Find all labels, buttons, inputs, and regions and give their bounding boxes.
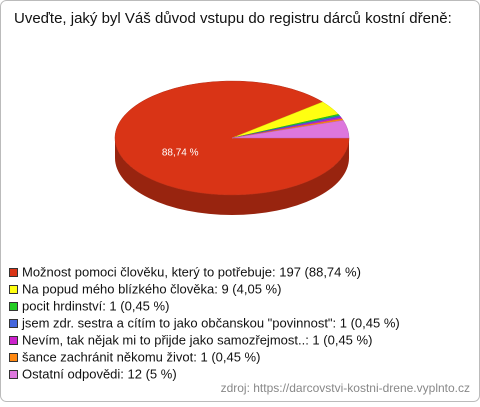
legend-swatch (9, 268, 18, 277)
legend-label: pocit hrdinství: 1 (0,45 %) (22, 298, 169, 313)
legend-swatch (9, 353, 18, 362)
slice-side (115, 138, 349, 215)
legend-label: šance zachránit někomu život: 1 (0,45 %) (22, 349, 260, 364)
legend-label: Na popud mého blízkého člověka: 9 (4,05 … (22, 281, 281, 296)
legend-swatch (9, 302, 18, 311)
legend-swatch (9, 319, 18, 328)
legend-swatch (9, 370, 18, 379)
legend-swatch (9, 285, 18, 294)
slice-label: 88,74 % (162, 148, 199, 159)
source: zdroj: https://darcovstvi-kostni-drene.v… (221, 381, 470, 395)
legend-label: Možnost pomoci člověku, který to potřebu… (22, 264, 361, 279)
legend-label: jsem zdr. sestra a cítím to jako občansk… (21, 315, 400, 330)
legend-swatch (9, 336, 18, 345)
legend-label: Nevím, tak nějak mi to přijde jako samoz… (22, 332, 372, 347)
slice (231, 120, 350, 139)
legend-label: Ostatní odpovědi: 12 (5 %) (22, 366, 177, 381)
chart-title: Uveďte, jaký byl Váš důvod vstupu do reg… (14, 10, 452, 27)
